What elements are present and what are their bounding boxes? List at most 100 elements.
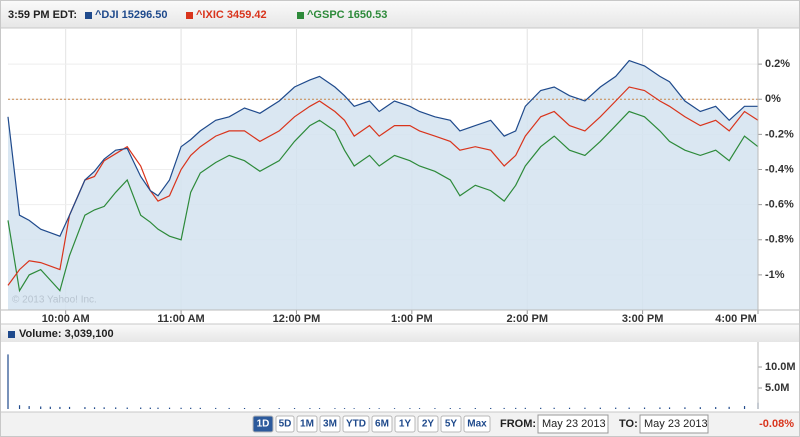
volume-bar [368, 408, 371, 409]
volume-bar [343, 408, 346, 409]
to-date[interactable]: May 23 2013 [644, 418, 708, 430]
volume-bar [474, 407, 476, 409]
y-tick-label: 0.2% [765, 58, 790, 70]
volume-bar [568, 407, 571, 409]
volume-bar [49, 406, 51, 409]
x-tick-label: 10:00 AM [42, 313, 90, 325]
volume-bar [668, 407, 671, 409]
change: -0.08% [759, 418, 794, 430]
line [7, 110, 759, 293]
from-input[interactable] [537, 414, 609, 434]
range-button-label[interactable]: 5Y [445, 419, 458, 430]
range-button-label[interactable]: Max [467, 419, 487, 430]
volume-bar [84, 407, 86, 409]
volume-bar [503, 407, 505, 409]
volume-bar [40, 406, 42, 409]
x-tick-label: 2:00 PM [506, 313, 548, 325]
volume-bar [28, 406, 30, 409]
legend-label: ^IXIC 3459.42 [196, 9, 267, 21]
volume-bar [215, 407, 217, 409]
range-button-label[interactable]: 1D [257, 419, 270, 430]
volume-header-bar [1, 324, 799, 342]
y-tick-label: -0.8% [765, 234, 794, 246]
header-bar [1, 1, 799, 28]
volume-bar [243, 407, 246, 409]
volume-swatch [8, 331, 15, 338]
volume-bar [318, 408, 321, 409]
volume-bar [59, 406, 61, 409]
volume-bar [599, 407, 601, 409]
range-button[interactable] [417, 415, 439, 433]
volume-bar [728, 406, 730, 409]
volume-bar [228, 407, 230, 409]
from-label: FROM: [500, 418, 536, 430]
volume-bar [93, 407, 96, 409]
volume-bar [140, 407, 142, 409]
x-tick-label: 1:00 PM [391, 313, 433, 325]
volume-bar [409, 408, 411, 409]
line [7, 86, 759, 286]
range-button[interactable] [440, 415, 462, 433]
volume-bar [540, 407, 542, 409]
range-button[interactable] [371, 415, 393, 433]
range-button-label[interactable]: 1M [300, 419, 314, 430]
legend-swatch [297, 12, 304, 19]
range-button-label[interactable]: 1Y [399, 419, 412, 430]
y-tick-label: -0.6% [765, 199, 794, 211]
volume-bar [553, 407, 555, 409]
volume-bar [524, 407, 526, 409]
range-button[interactable] [319, 415, 341, 433]
y-tick-label: -1% [765, 269, 785, 281]
volume-bar [334, 408, 336, 409]
volume-bar [18, 405, 21, 409]
from-date[interactable]: May 23 2013 [542, 418, 606, 430]
volume-bar [459, 408, 461, 409]
area [8, 60, 758, 310]
volume-bar [715, 407, 717, 409]
x-tick-label: 4:00 PM [715, 313, 757, 325]
volume-bar [309, 408, 311, 409]
volume-bar [615, 407, 617, 409]
y-tick-label: 5.0M [765, 382, 789, 394]
range-button[interactable] [342, 415, 370, 433]
volume-bar [449, 408, 451, 409]
volume-title: Volume: 3,039,100 [19, 328, 114, 340]
volume-bar [643, 407, 646, 409]
volume-bar [168, 407, 171, 409]
volume-bar [293, 408, 296, 409]
volume-bar [353, 408, 355, 409]
x-tick-label: 12:00 PM [273, 313, 321, 325]
volume-bar [490, 407, 492, 409]
volume-bar [68, 406, 71, 409]
range-button-label[interactable]: 6M [375, 419, 389, 430]
range-button-label[interactable]: 5D [279, 419, 292, 430]
volume-bar [126, 407, 128, 409]
x-tick-label: 3:00 PM [622, 313, 664, 325]
to-label: TO: [619, 418, 638, 430]
volume-bar [115, 407, 117, 409]
range-button[interactable] [252, 415, 274, 433]
range-button[interactable] [296, 415, 318, 433]
range-button[interactable] [463, 415, 491, 433]
legend-swatch [85, 12, 92, 19]
volume-bar [393, 408, 396, 409]
volume-bar [515, 407, 517, 409]
volume-bar [190, 407, 192, 409]
y-tick-label: 0% [765, 93, 781, 105]
volume-bar [684, 407, 686, 409]
range-button-label[interactable]: YTD [346, 419, 366, 430]
x-tick-label: 11:00 AM [157, 313, 204, 325]
volume-bar [628, 407, 630, 409]
range-button-label[interactable]: 3M [323, 419, 337, 430]
volume-bar [378, 408, 380, 409]
volume-bar [180, 407, 182, 409]
volume-bar [434, 408, 436, 409]
range-button[interactable] [275, 415, 295, 433]
range-button[interactable] [394, 415, 416, 433]
volume-bar [103, 407, 105, 409]
range-button-label[interactable]: 2Y [422, 419, 435, 430]
volume-bar [699, 407, 701, 409]
line [7, 59, 758, 237]
to-input[interactable] [639, 414, 709, 434]
